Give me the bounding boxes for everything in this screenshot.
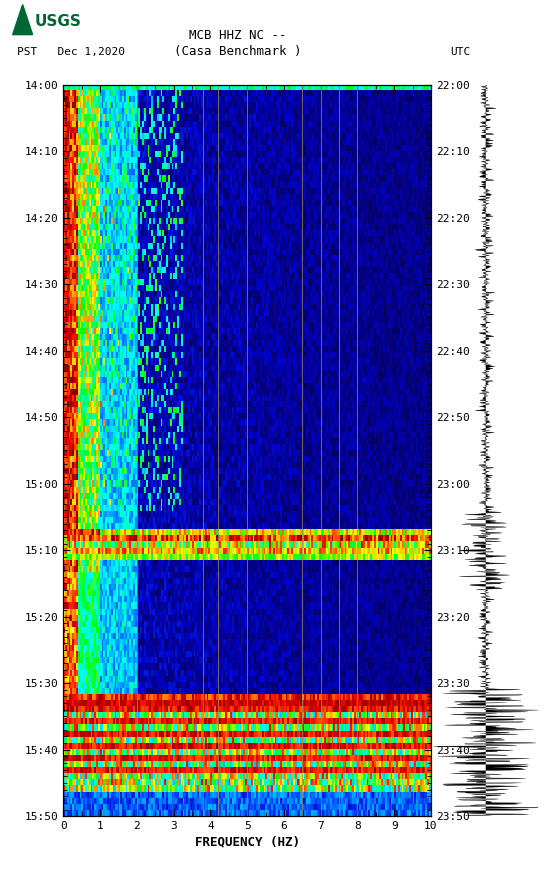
Text: USGS: USGS xyxy=(34,14,81,29)
Polygon shape xyxy=(13,4,33,35)
X-axis label: FREQUENCY (HZ): FREQUENCY (HZ) xyxy=(195,835,300,848)
Text: UTC: UTC xyxy=(450,47,470,57)
Text: MCB HHZ NC --: MCB HHZ NC -- xyxy=(189,29,286,42)
Text: PST   Dec 1,2020: PST Dec 1,2020 xyxy=(17,47,125,57)
Text: (Casa Benchmark ): (Casa Benchmark ) xyxy=(174,45,301,58)
